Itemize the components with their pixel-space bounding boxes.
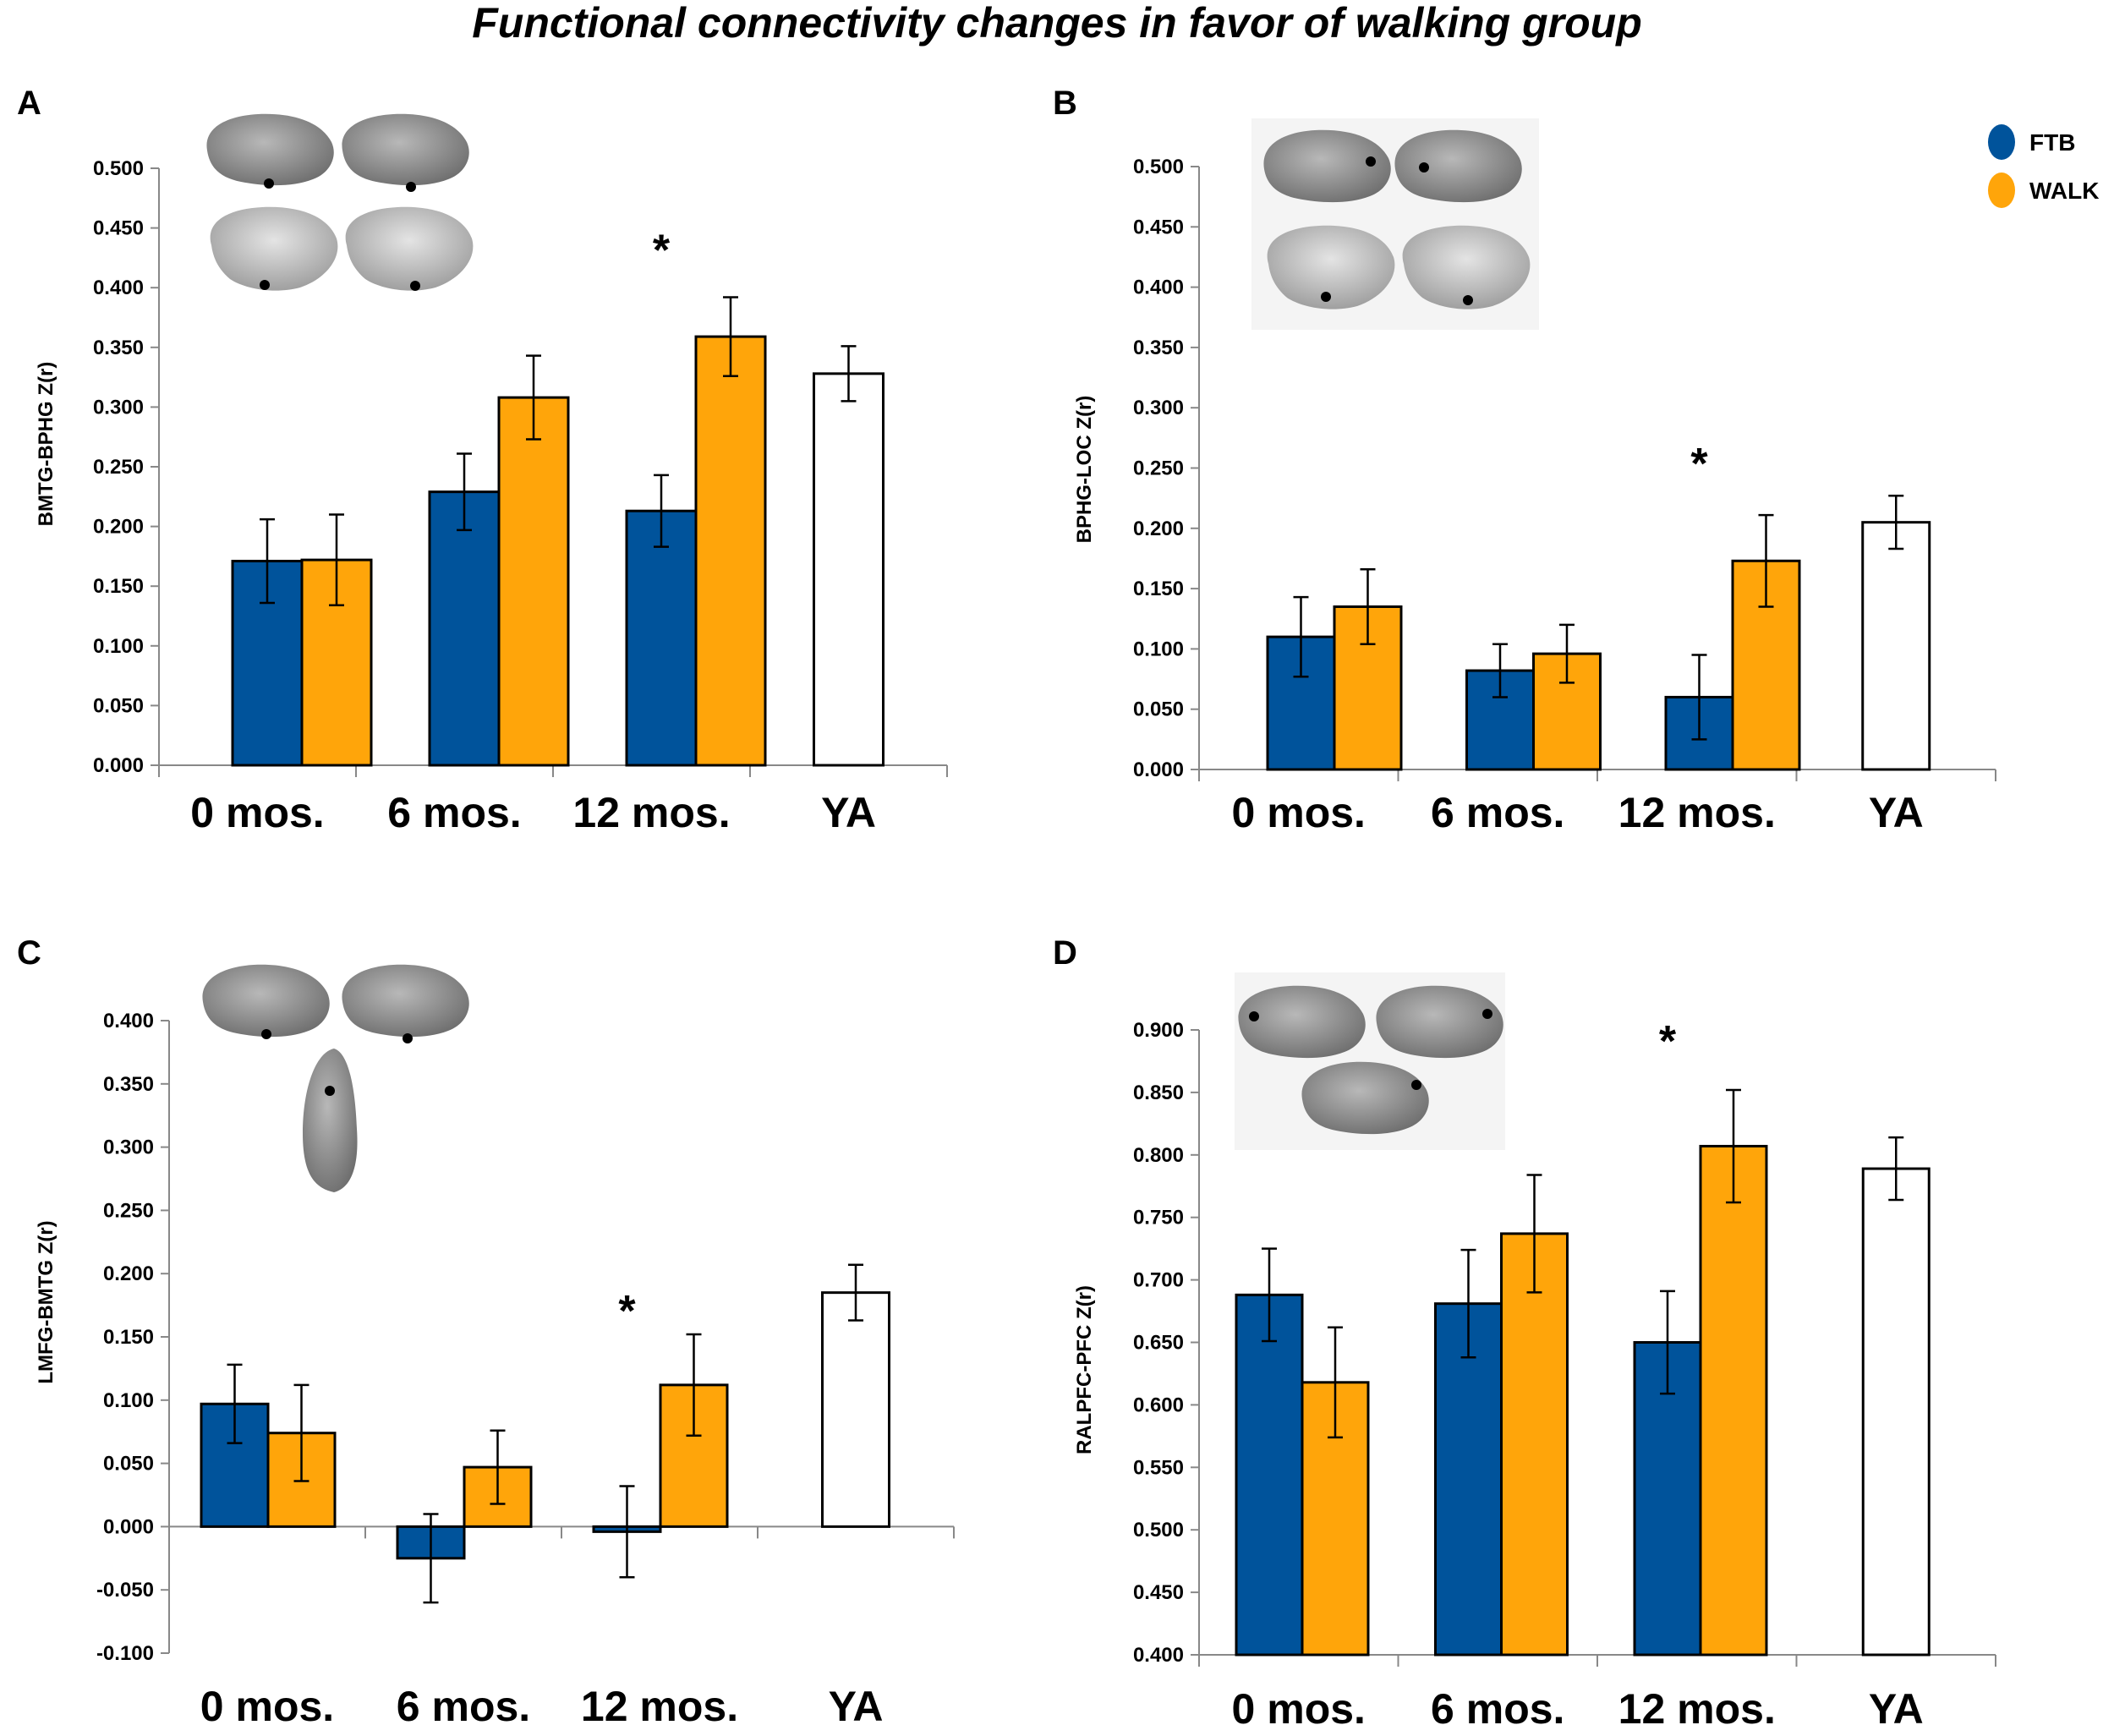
brain-inset [202,964,469,1192]
brain-inset [1251,118,1539,330]
y-tick-label: 0.250 [103,1199,154,1222]
bar-walk [1500,1232,1569,1657]
bar-ftb [625,509,698,767]
y-axis-label: BPHG-LOC Z(r) [1073,396,1096,544]
y-tick-label: 0.050 [93,694,144,717]
x-tick-label: 12 mos. [1618,1685,1776,1733]
y-tick-label: 0.000 [1133,758,1184,781]
panel-a: A BMTG-BPHG Z(r) 0.000 0.050 0.100 0.150 0.2… [17,85,948,836]
y-axis-label: LMFG-BMTG Z(r) [35,1220,58,1383]
bar-ya [1861,521,1931,771]
y-tick-label: 0.400 [103,1010,154,1032]
y-tick-label: -0.050 [96,1579,154,1602]
y-tick-label: 0.450 [1133,216,1184,238]
bar-walk [497,396,570,767]
legend-swatch-ftb [1988,124,2015,160]
y-tick-label: 0.100 [93,635,144,658]
y-tick-label: 0.650 [1133,1332,1184,1355]
y-tick-label: 0.450 [1133,1581,1184,1604]
y-tick-label: 0.900 [1133,1019,1184,1042]
panel-letter-b: B [1053,85,1077,122]
y-tick-label: 0.000 [103,1515,154,1538]
y-tick-label: 0.400 [93,277,144,299]
y-tick-label: 0.500 [1133,1519,1184,1542]
y-tick-label: 0.300 [1133,397,1184,419]
y-axis-label: BMTG-BPHG Z(r) [35,362,58,527]
panel-letter-d: D [1053,934,1077,972]
panel-letter-a: A [17,85,41,122]
x-tick-label: YA [829,1683,884,1730]
figure-title: Functional connectivity changes in favor… [472,0,1642,47]
y-tick-label: 0.400 [1133,277,1184,299]
y-tick-label: -0.100 [96,1642,154,1665]
significance-marker: * [1659,1017,1677,1066]
bar-ya [813,372,884,767]
y-tick-label: 0.200 [93,516,144,539]
y-axis-label: RALPFC-PFC Z(r) [1073,1285,1096,1454]
panel-letter-c: C [17,934,41,972]
y-tick-label: 0.150 [1133,578,1184,600]
bar-ya [1861,1167,1931,1657]
y-tick-label: 0.150 [93,575,144,598]
y-tick-label: 0.350 [93,337,144,359]
bar-walk [694,335,767,767]
y-tick-label: 0.300 [103,1136,154,1159]
legend-swatch-walk [1988,173,2015,208]
bar-ya [821,1291,890,1528]
y-tick-label: 0.250 [1133,457,1184,480]
y-tick-label: 0.600 [1133,1394,1184,1416]
y-tick-label: 0.500 [93,157,144,180]
x-tick-label: 12 mos. [1618,789,1776,836]
y-tick-label: 0.050 [103,1453,154,1476]
brain-inset [206,113,474,291]
y-tick-label: 0.750 [1133,1207,1184,1229]
legend-label-walk: WALK [2029,178,2099,204]
y-tick-label: 0.200 [103,1262,154,1285]
x-tick-label: 0 mos. [1232,1685,1366,1733]
x-tick-label: 0 mos. [200,1683,334,1730]
panel-b: B BPHG-LOC Z(r) 0.000 0.050 0.100 0.150 0.20… [1053,85,1996,836]
significance-marker: * [1690,440,1708,489]
x-tick-label: YA [1869,1685,1924,1733]
x-tick-label: YA [1869,789,1924,836]
x-tick-label: 0 mos. [190,789,324,836]
y-tick-label: 0.350 [1133,337,1184,359]
y-tick-label: 0.550 [1133,1456,1184,1479]
legend: FTB WALK [1988,124,2099,208]
y-tick-label: 0.500 [1133,156,1184,178]
panel-c: C LMFG-BMTG Z(r) -0.100 -0.050 0.000 0.050 0… [17,934,955,1730]
x-tick-label: 6 mos. [387,789,521,836]
panel-d: D RALPFC-PFC Z(r) 0.400 0.450 0.500 0.550 0.… [1053,934,1996,1733]
y-tick-label: 0.100 [103,1389,154,1412]
y-tick-label: 0.850 [1133,1082,1184,1104]
y-tick-label: 0.350 [103,1073,154,1096]
bar-ftb [1235,1293,1304,1657]
significance-marker: * [618,1287,636,1336]
y-tick-label: 0.250 [93,456,144,479]
y-tick-label: 0.050 [1133,698,1184,721]
y-tick-label: 0.700 [1133,1269,1184,1292]
bar-walk [1699,1144,1768,1657]
legend-label-ftb: FTB [2029,129,2075,156]
x-tick-label: 6 mos. [397,1683,530,1730]
bar-walk [1301,1381,1370,1657]
y-tick-label: 0.800 [1133,1144,1184,1167]
significance-marker: * [653,226,671,275]
x-tick-label: 12 mos. [581,1683,738,1730]
y-tick-label: 0.400 [1133,1644,1184,1667]
x-tick-label: 6 mos. [1431,1685,1564,1733]
x-tick-label: 6 mos. [1431,789,1564,836]
y-tick-label: 0.300 [93,396,144,419]
bar-ftb [428,490,501,767]
y-tick-label: 0.000 [93,754,144,777]
x-tick-label: YA [821,789,876,836]
y-tick-label: 0.100 [1133,638,1184,660]
brain-inset [1235,972,1505,1150]
y-tick-label: 0.450 [93,217,144,240]
y-tick-label: 0.200 [1133,518,1184,540]
y-tick-label: 0.150 [103,1326,154,1349]
x-tick-label: 0 mos. [1232,789,1366,836]
x-tick-label: 12 mos. [572,789,730,836]
